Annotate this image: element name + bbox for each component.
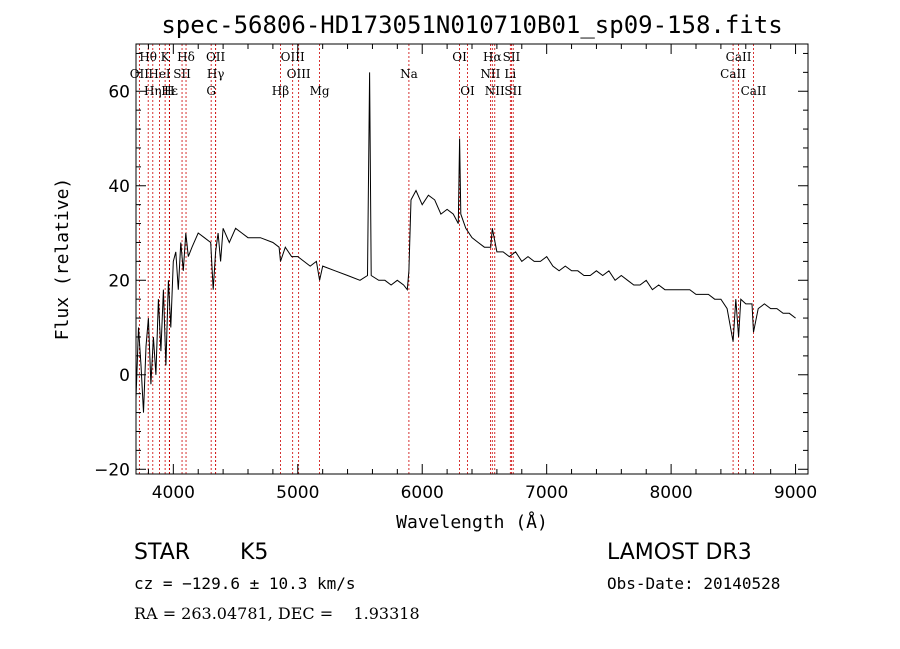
y-axis-label: Flux (relative) bbox=[52, 178, 73, 341]
spectral-line-markers bbox=[138, 44, 754, 474]
spectral-line-label: OIII bbox=[281, 50, 305, 64]
plot-frame bbox=[135, 43, 809, 475]
spectral-line-label: G bbox=[206, 84, 216, 98]
flux-series-line bbox=[135, 72, 796, 413]
chart-title: spec-56806-HD173051N010710B01_sp09-158.f… bbox=[161, 11, 782, 39]
spectral-line-label: CaII bbox=[726, 50, 752, 64]
y-tick-label: −20 bbox=[94, 460, 130, 480]
x-axis-label: Wavelength (Å) bbox=[396, 511, 548, 533]
spectral-line-label: Mg bbox=[310, 84, 330, 98]
spectral-line-label: OII bbox=[206, 50, 226, 64]
spectral-line-label: OIII bbox=[287, 67, 311, 81]
spectral-line-label: K bbox=[161, 50, 171, 64]
spectral-line-label: OI bbox=[452, 50, 467, 64]
spectral-line-label: Hα bbox=[483, 50, 502, 64]
survey-name: LAMOST DR3 bbox=[607, 540, 752, 565]
spectral-line-label: NII bbox=[485, 84, 505, 98]
coordinates: RA = 263.04781, DEC = 1.93318 bbox=[134, 604, 420, 623]
x-tick-label: 6000 bbox=[401, 483, 444, 503]
x-tick-label: 7000 bbox=[525, 483, 568, 503]
x-tick-label: 8000 bbox=[649, 483, 692, 503]
spectral-line-label: Hδ bbox=[177, 50, 195, 64]
spectral-line-label: SII bbox=[173, 67, 191, 81]
x-tick-label: 9000 bbox=[774, 483, 817, 503]
spectral-line-label: SII bbox=[503, 50, 521, 64]
redshift-cz: cz = −129.6 ± 10.3 km/s bbox=[134, 574, 356, 593]
object-subclass: K5 bbox=[240, 540, 269, 565]
object-class: STAR bbox=[134, 540, 191, 565]
x-axis-ticks: 4000 5000 6000 7000 8000 9000 bbox=[147, 44, 817, 503]
spectral-line-label: Hε bbox=[161, 84, 178, 98]
spectral-line-label: HeI bbox=[148, 67, 171, 81]
y-tick-label: 20 bbox=[108, 271, 130, 291]
spectral-line-label: CaII bbox=[720, 67, 746, 81]
spectral-line-label: Hη bbox=[144, 84, 162, 98]
spectral-line-label: NII bbox=[480, 67, 500, 81]
x-tick-label: 5000 bbox=[276, 483, 319, 503]
spectral-line-label: Na bbox=[400, 67, 418, 81]
spectral-line-label: Hβ bbox=[272, 84, 289, 98]
spectral-line-label: OII bbox=[130, 67, 150, 81]
spectral-line-label: Hθ bbox=[139, 50, 157, 64]
spectral-line-label: OI bbox=[460, 84, 475, 98]
spectral-line-label: SII bbox=[504, 84, 522, 98]
y-tick-label: 40 bbox=[108, 177, 130, 197]
observation-date: Obs-Date: 20140528 bbox=[607, 574, 781, 593]
y-axis-ticks: −20 0 20 40 60 bbox=[94, 52, 808, 480]
y-tick-label: 0 bbox=[119, 366, 130, 386]
spectral-line-label: Hγ bbox=[207, 67, 225, 81]
spectral-line-label: CaII bbox=[741, 84, 767, 98]
spectral-line-label: H bbox=[164, 84, 174, 98]
x-tick-label: 4000 bbox=[152, 483, 195, 503]
spectral-line-label: Li bbox=[504, 67, 516, 81]
y-tick-label: 60 bbox=[108, 82, 130, 102]
